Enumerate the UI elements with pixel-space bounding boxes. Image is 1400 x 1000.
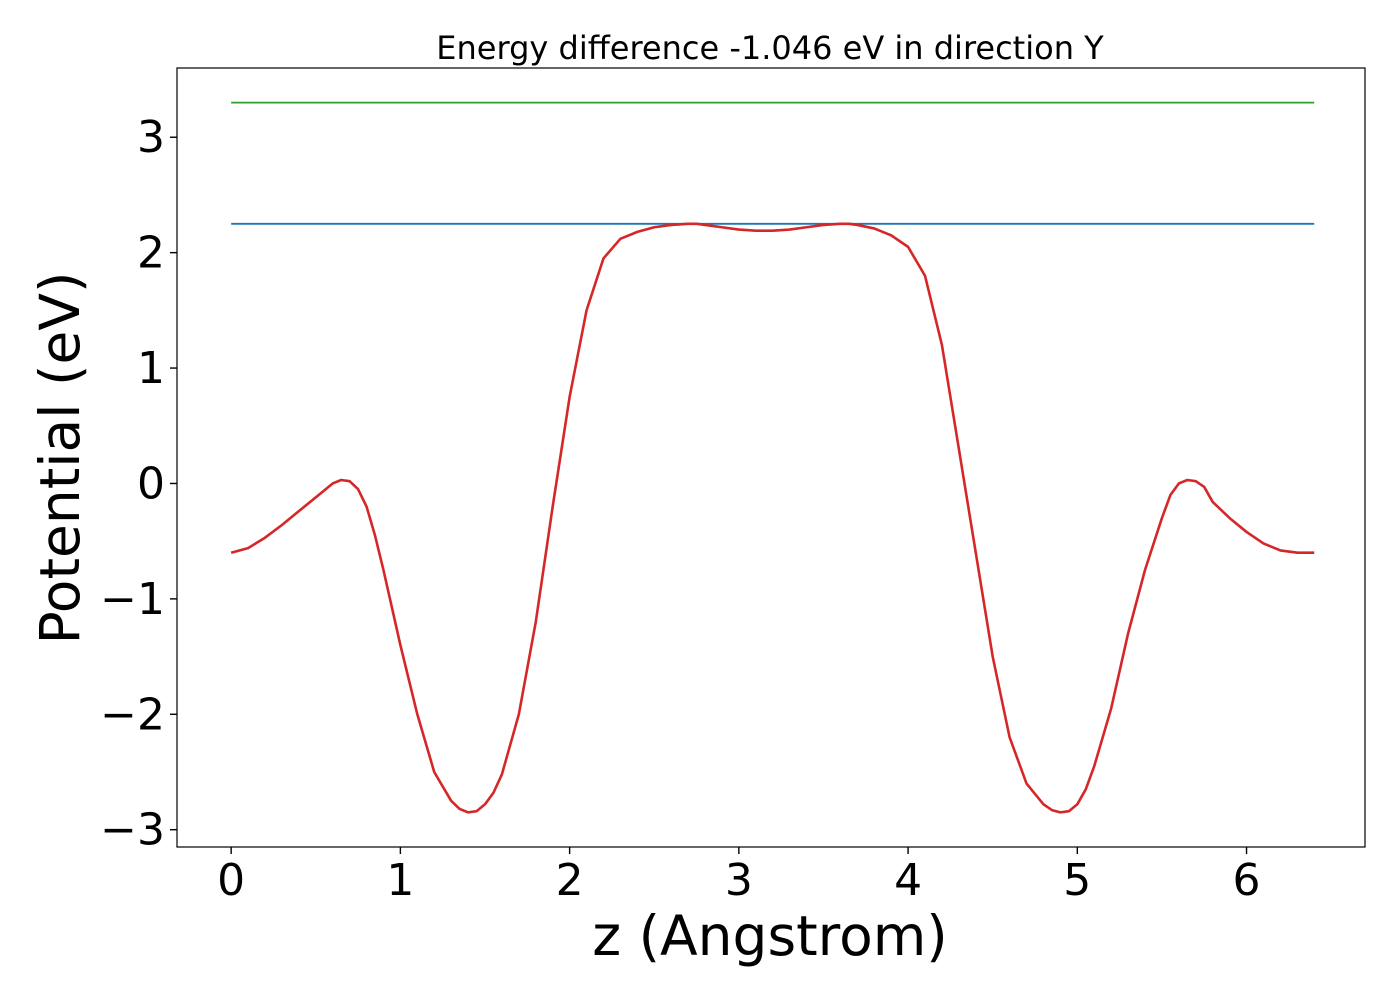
y-tick-label: −2 <box>100 689 165 740</box>
y-tick-label: 1 <box>137 343 165 394</box>
x-axis-label: z (Angstrom) <box>592 904 948 968</box>
x-tick-label: 4 <box>894 855 922 906</box>
plot-frame <box>176 67 1366 848</box>
x-tick-label: 2 <box>556 855 584 906</box>
y-axis: 3 2 1 0 −1 −2 −3 <box>100 112 177 856</box>
x-tick-label: 1 <box>386 855 414 906</box>
y-tick-label: −3 <box>100 805 165 856</box>
x-tick-label: 3 <box>725 855 753 906</box>
plot-area <box>230 101 1315 814</box>
y-tick-label: −1 <box>100 574 165 625</box>
y-tick-label: 2 <box>137 228 165 279</box>
x-tick-label: 0 <box>217 855 245 906</box>
x-tick-label: 6 <box>1233 855 1261 906</box>
y-axis-label: Potential (eV) <box>28 272 92 645</box>
y-tick-label: 0 <box>137 458 165 509</box>
x-tick-label: 5 <box>1063 855 1091 906</box>
chart-title: Energy difference -1.046 eV in direction… <box>436 29 1104 67</box>
y-tick-label: 3 <box>137 112 165 163</box>
x-axis: 0 1 2 3 4 5 6 <box>217 847 1261 906</box>
series-line-3 <box>230 222 1315 814</box>
